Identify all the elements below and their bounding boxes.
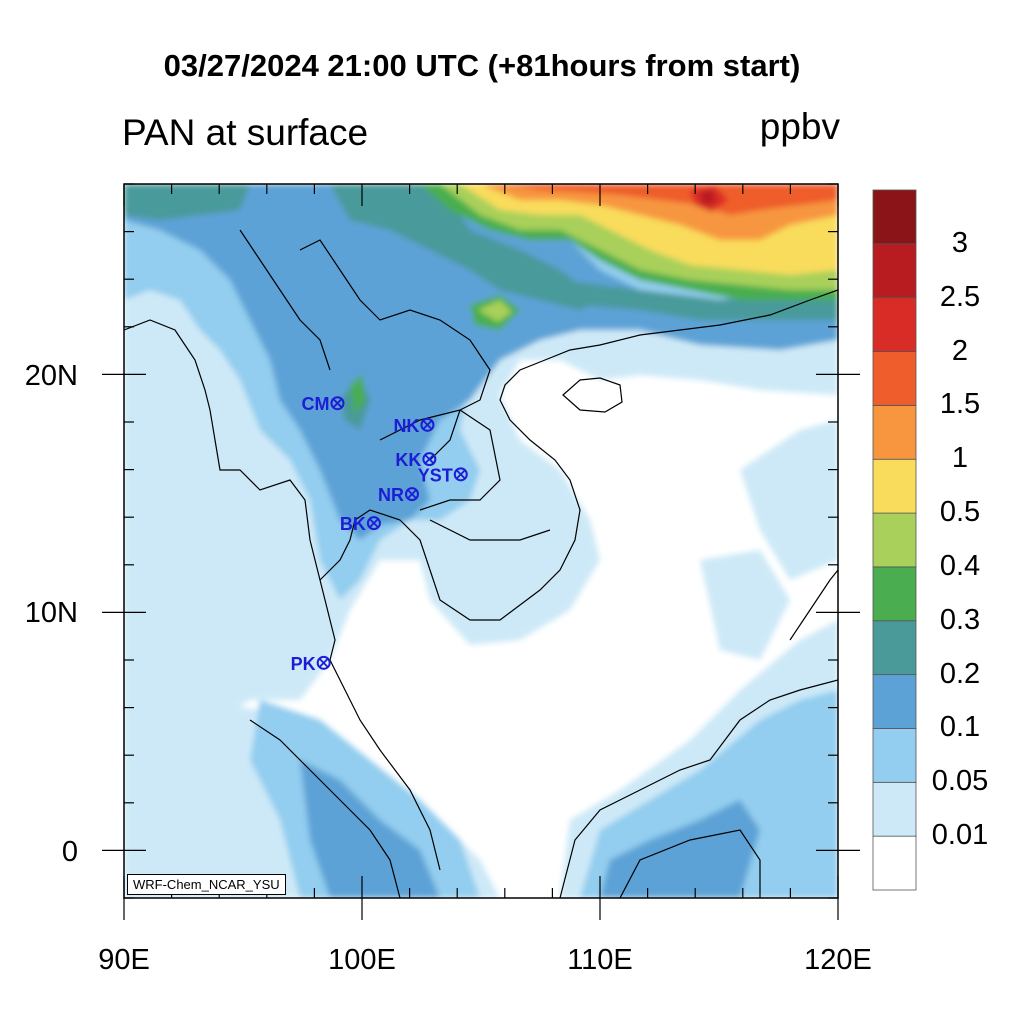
colorbar-level-label: 3 [951, 226, 969, 259]
concentration-field [124, 184, 838, 898]
station-marker-icon [453, 467, 468, 482]
station-cross [369, 518, 379, 528]
colorbar-level-label: 2.5 [939, 280, 981, 313]
colorbar-level-label: 0.01 [931, 819, 989, 852]
units-label: ppbv [759, 106, 840, 147]
station-bk: BK [340, 514, 381, 534]
model-label-box: WRF-Chem_NCAR_YSU [127, 874, 286, 895]
colorbar-level-label: 0.3 [939, 603, 981, 636]
map-title: 03/27/2024 21:00 UTC (+81hours from star… [163, 48, 801, 83]
station-cross [407, 489, 417, 499]
station-label: BK [340, 514, 366, 534]
colorbar-level-label: 1 [951, 442, 969, 475]
station-yst: YST [418, 465, 468, 485]
station-nr: NR [378, 485, 419, 505]
colorbar-level-label: 0.2 [939, 657, 981, 690]
station-label: YST [418, 465, 453, 485]
station-kk: KK [395, 450, 437, 470]
station-label: KK [395, 450, 421, 470]
station-label: CM [301, 394, 329, 414]
station-marker-icon [420, 417, 435, 432]
axis-ticks [102, 183, 860, 920]
station-marker-icon [316, 655, 331, 670]
station-cross [456, 469, 466, 479]
station-cross [422, 420, 433, 430]
station-marker-icon [422, 452, 437, 467]
station-label: PK [291, 654, 316, 674]
lat-label-0: 0 [61, 836, 78, 868]
colorbar-level-label: 0.05 [931, 765, 989, 798]
map-frame [123, 183, 839, 899]
lon-label-120e: 120E [804, 944, 872, 976]
lon-label-100e: 100E [328, 944, 396, 976]
station-marker-icon [366, 516, 381, 531]
colorbar-level-label: 0.5 [939, 496, 981, 529]
colorbar-level-label: 1.5 [939, 388, 981, 421]
station-pk: PK [291, 654, 331, 674]
station-cross [332, 398, 343, 408]
colorbar-level-label: 2 [951, 334, 969, 367]
station-label: NR [378, 485, 404, 505]
colorbar-level-label: 0.1 [939, 711, 981, 744]
variable-label: PAN at surface [122, 112, 369, 153]
station-nk: NK [393, 416, 435, 436]
station-cross [319, 658, 329, 668]
station-label: NK [393, 416, 419, 436]
lat-label-10n: 10N [24, 597, 78, 629]
station-marker-icon [330, 396, 345, 411]
lat-label-20n: 20N [24, 360, 78, 392]
lon-label-110e: 110E [567, 944, 633, 976]
lon-label-90e: 90E [98, 944, 150, 976]
model-label: WRF-Chem_NCAR_YSU [133, 877, 280, 892]
station-marker-icon [404, 487, 419, 502]
coastlines [124, 229, 838, 898]
station-cm: CM [301, 394, 345, 414]
station-cross [424, 454, 434, 464]
colorbar-level-label: 0.4 [939, 549, 981, 582]
